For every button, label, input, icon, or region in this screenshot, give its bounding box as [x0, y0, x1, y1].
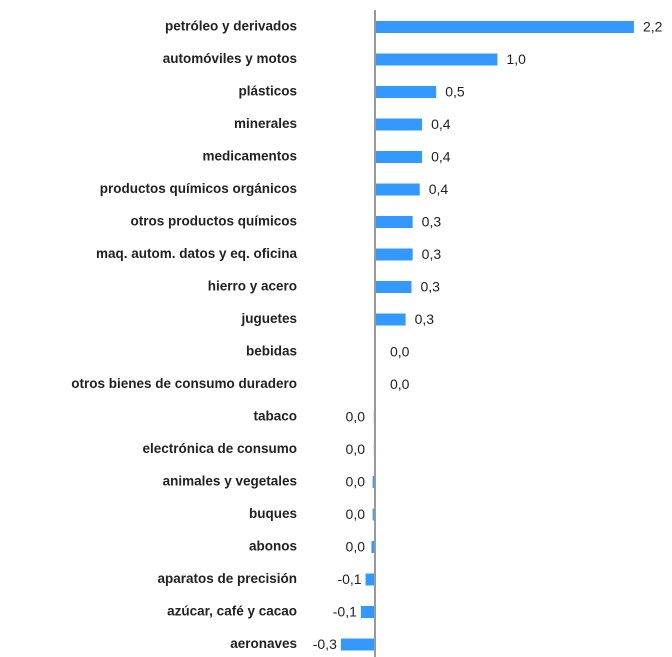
value-label: 0,0 — [346, 441, 366, 457]
bar — [375, 248, 413, 261]
bar — [360, 606, 375, 618]
category-label: azúcar, café y cacao — [167, 604, 297, 619]
value-label: 0,3 — [415, 311, 435, 327]
category-label: otros bienes de consumo duradero — [71, 376, 297, 391]
category-label: otros productos químicos — [130, 214, 297, 229]
category-label: petróleo y derivados — [165, 19, 297, 34]
category-label: maq. autom. datos y eq. oficina — [96, 246, 298, 261]
category-label: automóviles y motos — [163, 51, 297, 66]
value-label: 1,0 — [506, 51, 526, 67]
category-label: bebidas — [246, 344, 297, 359]
category-label: minerales — [234, 116, 297, 131]
value-label: 0,0 — [346, 539, 366, 555]
bar — [372, 508, 375, 521]
value-label: 0,0 — [346, 409, 366, 425]
category-label: animales y vegetales — [163, 474, 297, 489]
value-label: 0,4 — [431, 149, 451, 165]
bar — [375, 21, 634, 33]
category-label: hierro y acero — [208, 279, 297, 294]
bar — [375, 151, 423, 163]
value-label: 0,5 — [445, 84, 465, 100]
bar — [375, 216, 413, 228]
bar — [372, 476, 375, 488]
value-label: 0,4 — [431, 116, 451, 132]
value-label: 0,0 — [346, 474, 366, 490]
category-label: productos químicos orgánicos — [100, 181, 297, 196]
bar — [375, 86, 437, 98]
category-label: plásticos — [238, 84, 297, 99]
bar — [340, 638, 375, 651]
bar — [375, 313, 406, 326]
category-label: abonos — [249, 539, 297, 554]
bar — [375, 118, 423, 131]
value-label: 0,4 — [429, 181, 449, 197]
value-label: -0,3 — [313, 636, 337, 652]
value-label: 2,2 — [643, 19, 663, 35]
bar — [375, 281, 412, 293]
category-label: electrónica de consumo — [142, 441, 297, 456]
value-label: 0,3 — [420, 279, 440, 295]
value-label: -0,1 — [337, 571, 361, 587]
category-label: juguetes — [240, 311, 297, 326]
category-label: aparatos de precisión — [157, 571, 297, 586]
value-label: 0,3 — [422, 214, 442, 230]
bar — [375, 53, 498, 66]
value-label: 0,0 — [390, 344, 410, 360]
value-label: 0,0 — [346, 506, 366, 522]
category-label: tabaco — [253, 409, 297, 424]
value-label: 0,3 — [422, 246, 442, 262]
bar — [365, 573, 375, 586]
bar — [375, 183, 420, 196]
category-label: medicamentos — [202, 149, 297, 164]
category-label: buques — [249, 506, 297, 521]
value-label: 0,0 — [390, 376, 410, 392]
category-label: aeronaves — [230, 636, 297, 651]
bar — [371, 541, 375, 553]
value-label: -0,1 — [333, 604, 357, 620]
